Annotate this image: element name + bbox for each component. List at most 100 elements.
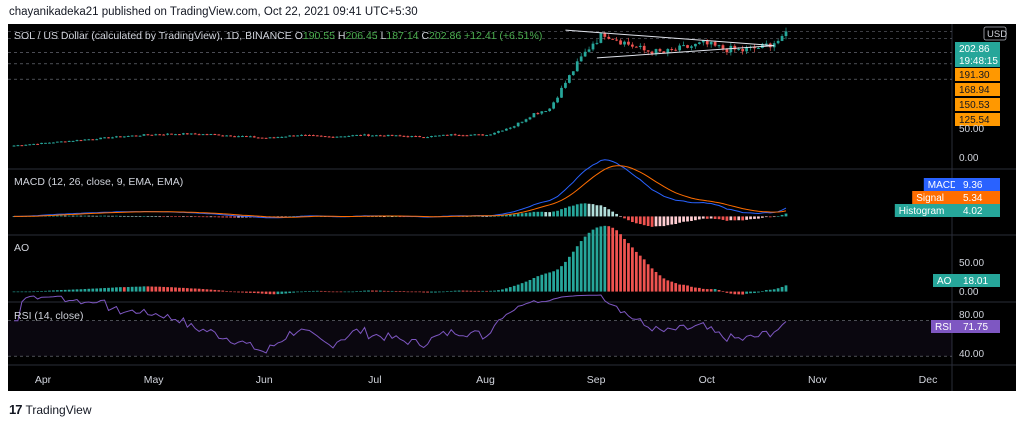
macd-legend-badge (923, 178, 955, 191)
macd-histogram-bar (91, 215, 95, 217)
macd-histogram-bar (666, 216, 670, 226)
macd-histogram-bar (497, 215, 500, 217)
candle-body (221, 135, 225, 137)
macd-histogram-bar (142, 216, 146, 217)
candle-body (445, 134, 449, 136)
candle-body (150, 134, 154, 136)
candle-body (501, 130, 504, 132)
macd-histogram-bar (217, 216, 221, 218)
rsi-value: 71.75 (963, 322, 988, 333)
price-badge (955, 54, 1000, 67)
ao-bar (166, 287, 169, 292)
triangle-trendline (596, 45, 775, 59)
candle-body (154, 134, 158, 136)
candle-body (764, 43, 768, 45)
ao-bar (737, 291, 741, 295)
ao-bar (20, 291, 24, 293)
ao-bar (445, 291, 449, 292)
macd-histogram-bar (760, 216, 764, 218)
rsi-tick: 40.00 (959, 349, 984, 360)
ao-bar (477, 290, 481, 292)
ao-bar (44, 290, 47, 292)
candle-body (347, 135, 351, 137)
macd-histogram-bar (170, 216, 173, 218)
ao-bar (697, 287, 701, 292)
candle-body (709, 41, 713, 45)
ao-bar (489, 290, 492, 292)
macd-histogram-bar (701, 216, 705, 219)
macd-histogram-bar (233, 216, 236, 218)
ao-bar (623, 238, 626, 292)
ao-legend-name: AO (937, 276, 952, 287)
candle-body (508, 127, 512, 129)
candle-body (721, 45, 725, 50)
ao-bar (414, 291, 418, 293)
price-badge-label: 168.94 (959, 85, 990, 96)
candle-body (434, 135, 437, 137)
macd-histogram-bar (79, 215, 83, 217)
candle-body (193, 133, 197, 135)
macd-histogram-bar (690, 216, 693, 221)
candle-body (174, 134, 177, 136)
ao-bar (465, 290, 469, 292)
ao-bar (347, 291, 351, 293)
candle-body (138, 135, 142, 137)
rsi-band (8, 320, 952, 357)
candle-body (225, 135, 229, 137)
macd-value-badge (955, 178, 1000, 191)
ao-bar (189, 288, 193, 292)
macd-histogram-bar (189, 216, 193, 218)
currency-box (983, 26, 1007, 41)
candle-body (430, 136, 433, 138)
macd-line (14, 159, 787, 219)
candle-body (591, 43, 595, 50)
macd-histogram-bar (686, 216, 689, 222)
ao-bar (398, 291, 402, 292)
ao-legend-badge (933, 274, 955, 287)
candle-body (745, 47, 748, 52)
price-badge-label: 202.86 (959, 44, 990, 55)
ao-bar (48, 290, 51, 292)
candle-body (697, 42, 701, 44)
candle-body (737, 49, 741, 51)
candle-body (441, 134, 445, 136)
macd-histogram-bar (130, 215, 134, 217)
macd-histogram-bar (654, 216, 658, 227)
x-axis-tick: Oct (699, 374, 715, 386)
macd-histogram-bar (694, 216, 697, 221)
ao-bar (784, 285, 788, 292)
ao-bar (745, 291, 748, 294)
candle-body (308, 134, 311, 136)
tradingview-chart[interactable]: SOL / US Dollar (calculated by TradingVi… (8, 24, 1016, 391)
ao-bar (764, 290, 768, 292)
candle-body (571, 71, 575, 76)
ao-bar (390, 290, 394, 292)
candle-body (382, 135, 386, 137)
candle-body (67, 140, 71, 142)
candle-body (552, 102, 555, 109)
macd-histogram-bar (619, 216, 622, 218)
candle-body (776, 40, 780, 44)
ao-bar (355, 291, 359, 292)
candle-body (426, 137, 429, 139)
ao-bar (55, 290, 59, 292)
ao-bar (185, 288, 189, 292)
candle-body (311, 135, 315, 137)
ao-bar (753, 291, 756, 294)
macd-histogram-bar (201, 216, 205, 218)
candle-body (327, 136, 331, 138)
ao-bar (59, 289, 63, 292)
price-change: +12.41 (+6.51%) (464, 30, 542, 42)
candle-body (24, 144, 28, 146)
ao-bar (327, 291, 331, 293)
price-tick: 0.00 (959, 153, 979, 164)
candle-body (623, 41, 626, 45)
candle-body (158, 134, 162, 136)
candle-body (162, 134, 166, 136)
macd-histogram-bar (705, 216, 709, 219)
ao-bar (363, 290, 366, 292)
candle-body (674, 49, 678, 51)
macd-histogram-bar (55, 215, 59, 217)
ao-bar (532, 277, 536, 292)
ao-bar (780, 286, 784, 292)
